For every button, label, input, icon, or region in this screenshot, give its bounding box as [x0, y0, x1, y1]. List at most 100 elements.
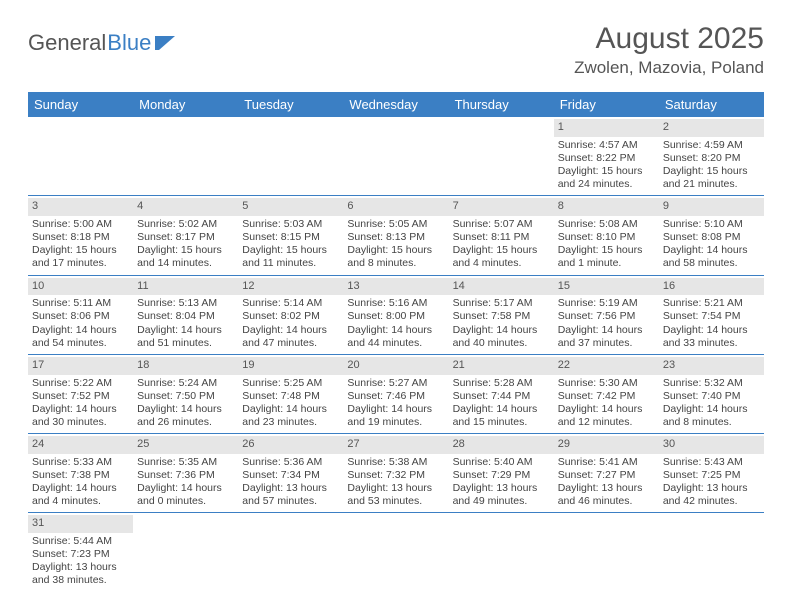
day-cell: 8Sunrise: 5:08 AMSunset: 8:10 PMDaylight… — [554, 196, 659, 274]
sunset-text: Sunset: 7:52 PM — [32, 390, 129, 403]
dl1-text: Daylight: 15 hours — [558, 244, 655, 257]
sunrise-text: Sunrise: 5:44 AM — [32, 535, 129, 548]
weeks-container: 1Sunrise: 4:57 AMSunset: 8:22 PMDaylight… — [28, 117, 764, 592]
dl2-text: and 58 minutes. — [663, 257, 760, 270]
day-cell: 26Sunrise: 5:36 AMSunset: 7:34 PMDayligh… — [238, 434, 343, 512]
day-number: 22 — [554, 357, 659, 375]
day-number: 23 — [659, 357, 764, 375]
day-number: 18 — [133, 357, 238, 375]
empty-daynum — [133, 119, 238, 137]
dl2-text: and 8 minutes. — [347, 257, 444, 270]
sunrise-text: Sunrise: 5:22 AM — [32, 377, 129, 390]
day-cell: 13Sunrise: 5:16 AMSunset: 8:00 PMDayligh… — [343, 276, 448, 354]
sunset-text: Sunset: 7:46 PM — [347, 390, 444, 403]
sunset-text: Sunset: 8:11 PM — [453, 231, 550, 244]
sunset-text: Sunset: 8:00 PM — [347, 310, 444, 323]
dl2-text: and 38 minutes. — [32, 574, 129, 587]
sunrise-text: Sunrise: 5:38 AM — [347, 456, 444, 469]
dl1-text: Daylight: 14 hours — [137, 324, 234, 337]
sunrise-text: Sunrise: 5:07 AM — [453, 218, 550, 231]
sunset-text: Sunset: 7:58 PM — [453, 310, 550, 323]
dl1-text: Daylight: 15 hours — [558, 165, 655, 178]
sunset-text: Sunset: 7:44 PM — [453, 390, 550, 403]
sunrise-text: Sunrise: 5:17 AM — [453, 297, 550, 310]
day-number: 14 — [449, 278, 554, 296]
sunset-text: Sunset: 7:48 PM — [242, 390, 339, 403]
sunset-text: Sunset: 7:56 PM — [558, 310, 655, 323]
sunrise-text: Sunrise: 5:33 AM — [32, 456, 129, 469]
dl2-text: and 44 minutes. — [347, 337, 444, 350]
dl2-text: and 8 minutes. — [663, 416, 760, 429]
logo-text-blue: Blue — [107, 30, 151, 56]
dl1-text: Daylight: 15 hours — [242, 244, 339, 257]
dl1-text: Daylight: 14 hours — [558, 324, 655, 337]
dl1-text: Daylight: 13 hours — [242, 482, 339, 495]
day-cell: 25Sunrise: 5:35 AMSunset: 7:36 PMDayligh… — [133, 434, 238, 512]
month-title: August 2025 — [574, 22, 764, 56]
dl2-text: and 37 minutes. — [558, 337, 655, 350]
dl2-text: and 14 minutes. — [137, 257, 234, 270]
sunrise-text: Sunrise: 5:27 AM — [347, 377, 444, 390]
day-cell: 22Sunrise: 5:30 AMSunset: 7:42 PMDayligh… — [554, 355, 659, 433]
sunrise-text: Sunrise: 5:25 AM — [242, 377, 339, 390]
dl2-text: and 40 minutes. — [453, 337, 550, 350]
empty-cell — [238, 513, 343, 591]
day-cell: 3Sunrise: 5:00 AMSunset: 8:18 PMDaylight… — [28, 196, 133, 274]
dl2-text: and 0 minutes. — [137, 495, 234, 508]
day-number: 24 — [28, 436, 133, 454]
sunset-text: Sunset: 7:25 PM — [663, 469, 760, 482]
day-cell: 23Sunrise: 5:32 AMSunset: 7:40 PMDayligh… — [659, 355, 764, 433]
sunrise-text: Sunrise: 5:13 AM — [137, 297, 234, 310]
sunrise-text: Sunrise: 5:41 AM — [558, 456, 655, 469]
day-number: 19 — [238, 357, 343, 375]
dl1-text: Daylight: 14 hours — [32, 482, 129, 495]
day-cell: 17Sunrise: 5:22 AMSunset: 7:52 PMDayligh… — [28, 355, 133, 433]
day-number: 9 — [659, 198, 764, 216]
sunset-text: Sunset: 7:36 PM — [137, 469, 234, 482]
dl2-text: and 1 minute. — [558, 257, 655, 270]
sunset-text: Sunset: 8:13 PM — [347, 231, 444, 244]
dl2-text: and 4 minutes. — [32, 495, 129, 508]
sunset-text: Sunset: 8:17 PM — [137, 231, 234, 244]
sunrise-text: Sunrise: 5:03 AM — [242, 218, 339, 231]
sunrise-text: Sunrise: 5:43 AM — [663, 456, 760, 469]
dl1-text: Daylight: 14 hours — [137, 482, 234, 495]
sunrise-text: Sunrise: 5:32 AM — [663, 377, 760, 390]
empty-cell — [449, 513, 554, 591]
day-cell: 30Sunrise: 5:43 AMSunset: 7:25 PMDayligh… — [659, 434, 764, 512]
title-block: August 2025 Zwolen, Mazovia, Poland — [574, 22, 764, 78]
day-number: 15 — [554, 278, 659, 296]
sunrise-text: Sunrise: 5:08 AM — [558, 218, 655, 231]
dl2-text: and 4 minutes. — [453, 257, 550, 270]
sunrise-text: Sunrise: 4:57 AM — [558, 139, 655, 152]
sunset-text: Sunset: 7:34 PM — [242, 469, 339, 482]
day-cell: 10Sunrise: 5:11 AMSunset: 8:06 PMDayligh… — [28, 276, 133, 354]
sunrise-text: Sunrise: 5:05 AM — [347, 218, 444, 231]
dl2-text: and 26 minutes. — [137, 416, 234, 429]
dl2-text: and 51 minutes. — [137, 337, 234, 350]
empty-cell — [133, 513, 238, 591]
day-number: 2 — [659, 119, 764, 137]
sunrise-text: Sunrise: 5:10 AM — [663, 218, 760, 231]
empty-daynum — [449, 119, 554, 137]
day-number: 7 — [449, 198, 554, 216]
day-header-mon: Monday — [133, 92, 238, 117]
dl2-text: and 42 minutes. — [663, 495, 760, 508]
dl1-text: Daylight: 13 hours — [558, 482, 655, 495]
header: GeneralBlue August 2025 Zwolen, Mazovia,… — [0, 0, 792, 86]
day-header-thu: Thursday — [449, 92, 554, 117]
day-cell: 20Sunrise: 5:27 AMSunset: 7:46 PMDayligh… — [343, 355, 448, 433]
sunset-text: Sunset: 8:15 PM — [242, 231, 339, 244]
dl2-text: and 47 minutes. — [242, 337, 339, 350]
day-cell: 27Sunrise: 5:38 AMSunset: 7:32 PMDayligh… — [343, 434, 448, 512]
dl1-text: Daylight: 14 hours — [242, 324, 339, 337]
sunset-text: Sunset: 8:04 PM — [137, 310, 234, 323]
sunrise-text: Sunrise: 5:14 AM — [242, 297, 339, 310]
sunrise-text: Sunrise: 5:02 AM — [137, 218, 234, 231]
dl2-text: and 57 minutes. — [242, 495, 339, 508]
sunset-text: Sunset: 7:40 PM — [663, 390, 760, 403]
sunrise-text: Sunrise: 5:00 AM — [32, 218, 129, 231]
day-number: 20 — [343, 357, 448, 375]
sunset-text: Sunset: 7:23 PM — [32, 548, 129, 561]
dl1-text: Daylight: 14 hours — [663, 324, 760, 337]
